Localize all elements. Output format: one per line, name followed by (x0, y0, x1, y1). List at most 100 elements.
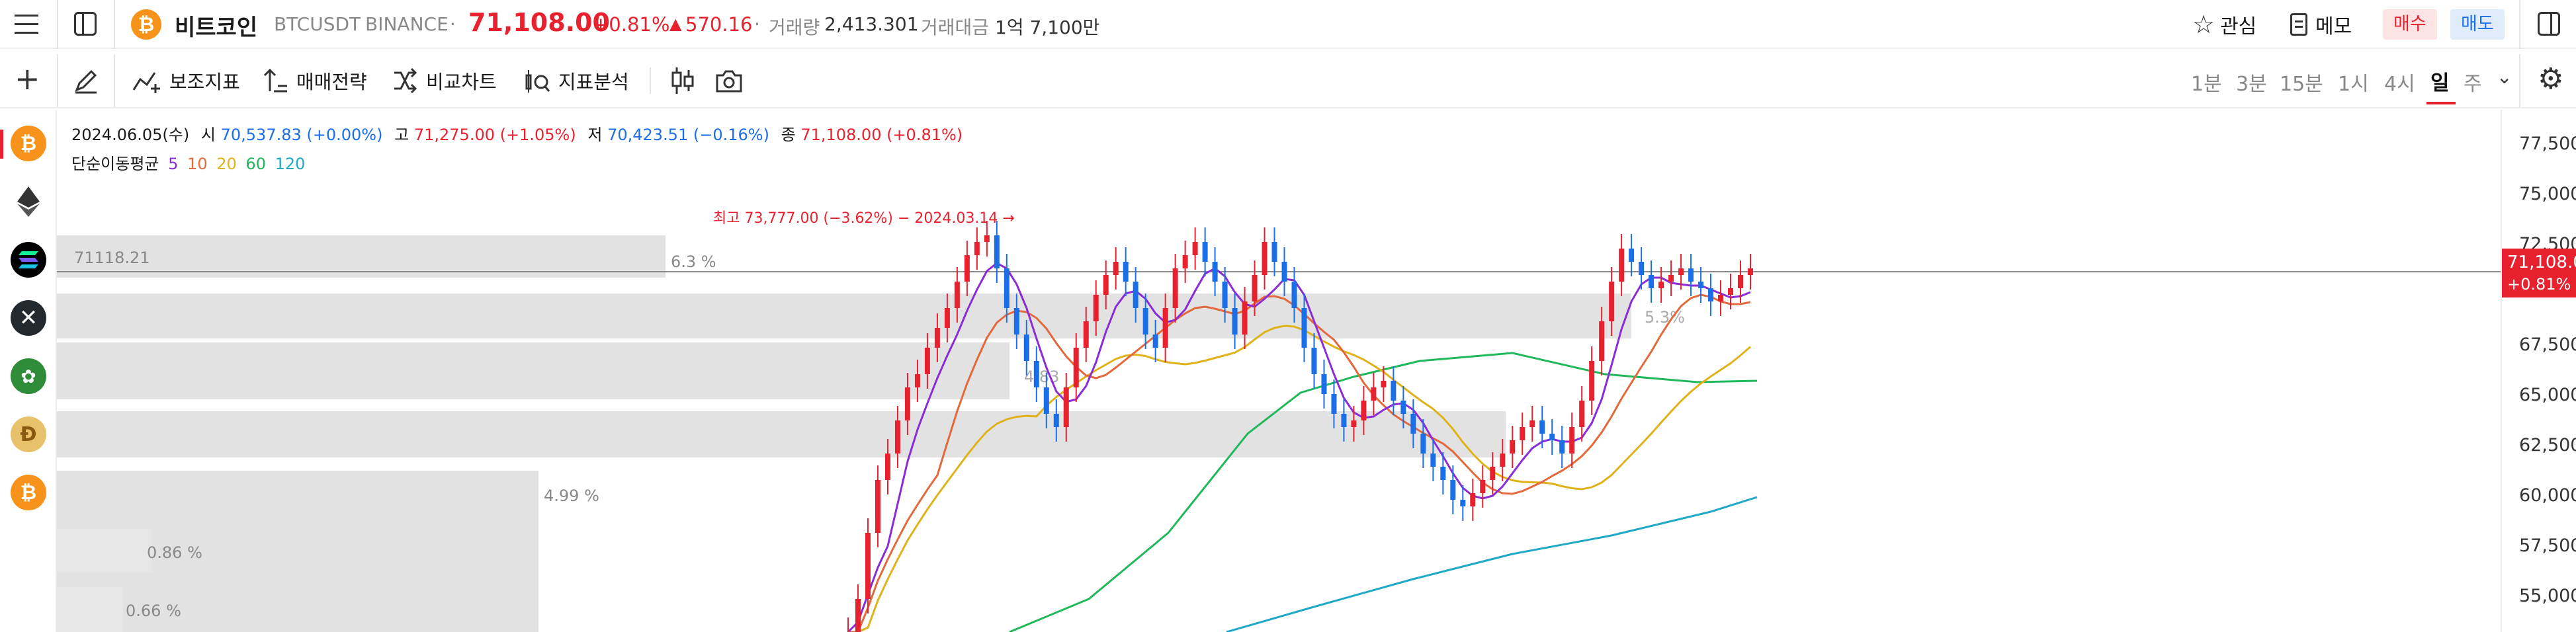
chart-area[interactable]: 71118.21 6.3 % 4.99 % 0.86 % 0.66 % 4.83… (57, 110, 2501, 632)
pen-icon[interactable] (73, 67, 99, 94)
high-annotation: 최고 73,777.00 (−3.62%) − 2024.03.14 → (713, 210, 1015, 227)
volume-label: 거래량 (769, 17, 820, 38)
ethereum-icon[interactable] (11, 184, 46, 219)
hamburger-icon[interactable] (15, 13, 41, 36)
timeframe-1h[interactable]: 1시 (2338, 73, 2369, 96)
change-arrow-icon: ▲ (669, 15, 682, 33)
plus-icon[interactable]: + (15, 61, 40, 97)
candle-body (894, 420, 900, 454)
timeframe-week[interactable]: 주 (2464, 73, 2482, 96)
candle-body (1698, 282, 1704, 288)
gear-icon[interactable]: ⚙ (2538, 62, 2564, 96)
candle-body (1033, 361, 1039, 387)
candle-body (1510, 440, 1516, 454)
candlestick-icon[interactable] (669, 66, 696, 95)
candle-body (1113, 262, 1119, 275)
candle-body (1609, 282, 1615, 321)
candle-body (1738, 275, 1744, 288)
candle-body (1242, 301, 1248, 335)
xrp-icon[interactable]: ✕ (11, 300, 46, 336)
volume-profile-bar (57, 529, 152, 573)
candle-body (1331, 394, 1337, 414)
candle-body (1172, 268, 1178, 308)
legend-open-value: 70,537.83 (+0.00%) (220, 126, 383, 144)
price-axis[interactable]: 77,500.00 75,000.00 72,500.00 67,500.00 … (2501, 110, 2576, 632)
change-absolute: 570.16 (685, 13, 753, 36)
candle-body (1371, 387, 1377, 401)
timeframe-15m[interactable]: 15분 (2280, 73, 2323, 96)
candle-body (1291, 282, 1297, 308)
volume-profile-bar (57, 294, 1631, 338)
candle-body (1152, 335, 1158, 348)
compare-button[interactable]: 비교차트 (392, 66, 497, 95)
indicator-button[interactable]: 보조지표 (132, 66, 240, 95)
candle-body (1262, 242, 1267, 275)
candle-body (1639, 262, 1645, 275)
ma-5-line (847, 262, 1751, 632)
candle-body (1400, 401, 1406, 414)
timeframe-day[interactable]: 일 (2430, 71, 2450, 95)
strategy-icon (263, 68, 287, 93)
volume-profile-bar (57, 235, 665, 278)
legend-date: 2024.06.05(수) (71, 126, 190, 144)
candle-body (1549, 434, 1555, 440)
legend-close-value: 71,108.00 (+0.81%) (800, 126, 963, 144)
candle-body (1520, 427, 1525, 440)
candle-body (1450, 480, 1456, 500)
token-icon[interactable]: ✿ (11, 358, 46, 394)
ma-period-120: 120 (275, 155, 306, 173)
candle-body (1162, 308, 1168, 348)
candle-body (1361, 401, 1367, 420)
buy-button[interactable]: 매수 (2383, 9, 2437, 40)
volume-value: 2,413.301 (824, 13, 919, 35)
price-tick: 75,000.00 (2519, 184, 2576, 204)
candle-body (1123, 262, 1129, 282)
timeframe-3m[interactable]: 3분 (2236, 73, 2267, 96)
coin-name: 비트코인 (175, 15, 258, 41)
shuffle-icon (394, 67, 417, 94)
price-tick: 67,500.00 (2519, 335, 2576, 355)
candle-body (1043, 387, 1049, 414)
candle-body (1599, 321, 1605, 361)
side-panel-icon[interactable] (2538, 12, 2560, 36)
candle-body (964, 255, 970, 282)
chevron-down-icon[interactable]: ⌄ (2497, 66, 2512, 88)
candle-body (1559, 440, 1565, 454)
ma-period-10: 10 (187, 155, 208, 173)
indicator-icon (132, 72, 160, 93)
active-coin-indicator (0, 130, 3, 159)
price-tick: 60,000.00 (2519, 485, 2576, 506)
strategy-button[interactable]: 매매전략 (262, 66, 367, 95)
candle-body (974, 242, 980, 255)
analysis-button[interactable]: 지표분석 (524, 66, 629, 95)
camera-icon[interactable] (714, 69, 744, 94)
current-price: 71,108.00 (468, 8, 610, 37)
watch-button[interactable]: ☆ 관심 (2192, 9, 2256, 40)
memo-button[interactable]: 메모 (2290, 9, 2352, 40)
volume-profile-bar (57, 411, 1506, 457)
candle-body (1212, 262, 1218, 282)
ma-legend: 단순이동평균 5 10 20 60 120 (71, 151, 305, 174)
candle-body (1728, 288, 1734, 295)
candle-body (1252, 275, 1258, 301)
solana-icon[interactable] (11, 242, 46, 278)
doge-icon[interactable]: Ð (11, 416, 46, 452)
candle-body (1708, 288, 1714, 301)
candle-body (904, 387, 910, 420)
volume-profile-percent: 6.3 % (671, 253, 716, 271)
candle-body (924, 348, 930, 374)
candle-body (984, 235, 990, 242)
timeframe-4h[interactable]: 4시 (2384, 73, 2415, 96)
analysis-label: 지표분석 (558, 71, 629, 93)
exchange: BINANCE (365, 13, 449, 35)
candle-body (1103, 275, 1109, 295)
candle-body (865, 533, 871, 599)
timeframe-1m[interactable]: 1분 (2191, 73, 2222, 96)
panel-icon[interactable] (74, 12, 97, 36)
bitcoin-icon[interactable]: ₿ (11, 475, 46, 510)
bitcoin-icon[interactable]: ₿ (11, 126, 46, 161)
sell-button[interactable]: 매도 (2450, 9, 2505, 40)
candle-body (1142, 308, 1148, 335)
candle-body (855, 599, 861, 632)
candle-body (1182, 255, 1188, 268)
